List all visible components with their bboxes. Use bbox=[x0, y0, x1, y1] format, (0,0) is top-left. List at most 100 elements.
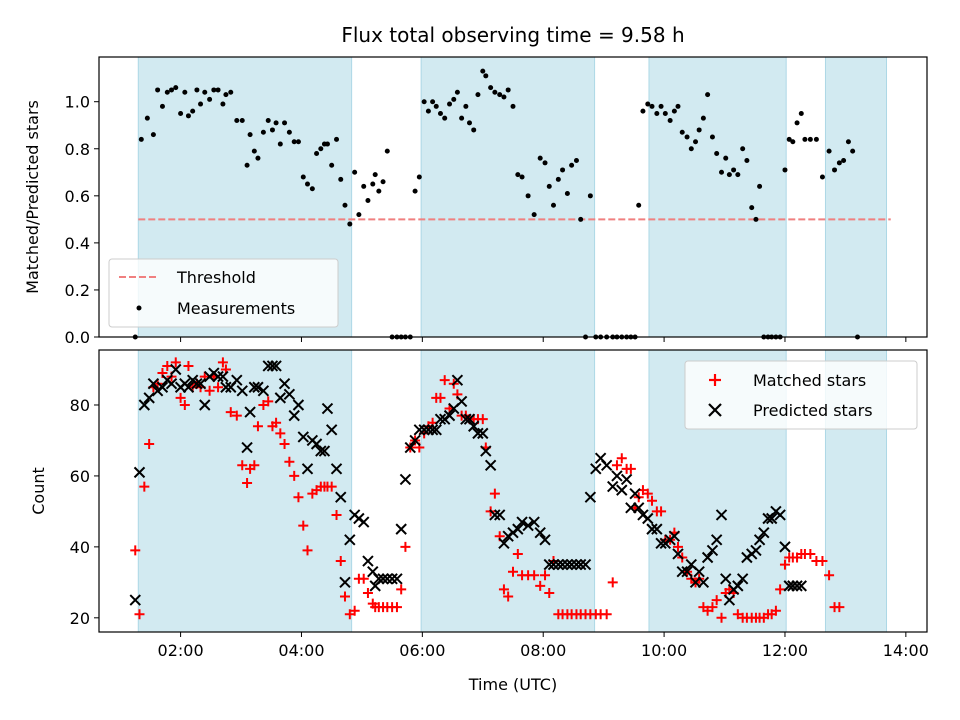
predicted-stars-point bbox=[463, 413, 476, 425]
measurement-point bbox=[365, 198, 371, 204]
measurement-point bbox=[291, 139, 297, 145]
measurement-point bbox=[832, 167, 838, 173]
measurement-point bbox=[515, 172, 521, 178]
measurement-point bbox=[700, 115, 706, 121]
x-tick-label: 12:00 bbox=[762, 641, 808, 660]
measurement-point bbox=[542, 160, 548, 166]
matched-stars-point bbox=[213, 382, 224, 393]
matched-stars-point bbox=[144, 439, 155, 449]
predicted-stars-point bbox=[672, 548, 684, 560]
matched-stars-point bbox=[711, 595, 722, 606]
matched-stars-point bbox=[439, 375, 450, 386]
predicted-stars-point bbox=[138, 399, 151, 411]
measurement-point bbox=[684, 134, 690, 140]
measurement-point bbox=[384, 148, 390, 154]
predicted-stars-point bbox=[297, 431, 309, 443]
measurement-point bbox=[138, 136, 144, 142]
predicted-stars-point bbox=[399, 473, 412, 486]
measurement-point bbox=[178, 110, 184, 116]
matched-legend-label: Matched stars bbox=[753, 371, 866, 390]
matched-stars-point bbox=[130, 545, 141, 556]
predicted-stars-point bbox=[325, 424, 338, 436]
predicted-stars-point bbox=[252, 381, 264, 393]
predicted-stars-point bbox=[574, 558, 587, 571]
measurement-point bbox=[305, 181, 311, 187]
measurement-point bbox=[459, 115, 465, 121]
predicted-stars-point bbox=[288, 409, 300, 422]
measurement-point bbox=[850, 148, 856, 154]
predicted-stars-point bbox=[321, 402, 334, 415]
matched-stars-point bbox=[249, 460, 260, 471]
measurement-point bbox=[430, 99, 436, 105]
predicted-stars-point bbox=[147, 377, 160, 390]
measurement-point bbox=[433, 103, 439, 109]
observing-window-band bbox=[648, 56, 787, 338]
matched-stars-point bbox=[512, 548, 523, 559]
predicted-stars-point bbox=[241, 441, 253, 454]
measurement-point bbox=[578, 216, 584, 222]
predicted-stars-point bbox=[472, 427, 484, 440]
predicted-stars-point bbox=[236, 385, 248, 397]
measurement-point bbox=[265, 118, 271, 124]
measurement-point bbox=[334, 136, 340, 142]
matched-stars-point bbox=[770, 605, 781, 616]
y-tick-label: 20 bbox=[70, 609, 90, 628]
predicted-stars-point bbox=[676, 565, 688, 578]
count-panel: 02:00 04:00 06:00 08:00 10:00 12:00 14:00 20 40… bbox=[29, 349, 929, 660]
matched-stars-point bbox=[535, 580, 546, 591]
measurement-point bbox=[510, 103, 516, 109]
measurement-point bbox=[519, 174, 525, 180]
predicted-stars-point bbox=[194, 377, 207, 390]
measurement-point bbox=[370, 181, 376, 187]
measurement-point bbox=[525, 193, 531, 199]
measurement-point bbox=[454, 89, 460, 95]
predicted-stars-point bbox=[534, 526, 546, 539]
predicted-stars-point bbox=[774, 509, 786, 521]
matched-stars-point bbox=[162, 360, 173, 371]
predicted-stars-point bbox=[231, 374, 243, 386]
matched-stars-point bbox=[625, 463, 636, 474]
predicted-stars-point bbox=[315, 445, 327, 457]
measurement-point bbox=[675, 103, 681, 109]
predicted-stars-point bbox=[607, 480, 619, 493]
predicted-stars-point bbox=[217, 370, 229, 383]
ratio-y-axis-label: Matched/Predicted stars bbox=[23, 100, 42, 294]
measurements-legend-label: Measurements bbox=[177, 299, 295, 318]
measurement-point bbox=[277, 141, 283, 147]
measurement-point bbox=[295, 139, 301, 145]
measurement-point bbox=[447, 101, 453, 107]
measurement-point bbox=[488, 85, 494, 91]
measurement-point bbox=[826, 148, 832, 154]
measurement-point bbox=[421, 99, 427, 105]
measurement-point bbox=[416, 174, 422, 180]
measurement-point bbox=[282, 120, 288, 126]
matched-stars-point bbox=[204, 385, 215, 396]
measurement-point bbox=[693, 139, 699, 145]
matched-stars-point bbox=[263, 396, 274, 407]
predicted-stars-point bbox=[528, 516, 540, 528]
predicted-stars-point bbox=[301, 463, 314, 475]
x-tick-label: 10:00 bbox=[641, 641, 687, 660]
predicted-stars-point bbox=[270, 360, 282, 372]
predicted-stars-point bbox=[701, 551, 714, 564]
predicted-stars-point bbox=[590, 463, 602, 475]
matched-stars-point bbox=[349, 605, 360, 616]
measurement-point bbox=[185, 113, 191, 119]
measurement-point bbox=[269, 127, 275, 133]
predicted-stars-point bbox=[455, 395, 468, 408]
measurement-point bbox=[173, 85, 179, 91]
predicted-stars-point bbox=[443, 409, 456, 422]
predicted-stars-point bbox=[468, 420, 480, 432]
measurement-point bbox=[841, 158, 847, 164]
measurement-point bbox=[412, 188, 418, 194]
predicted-stars-point bbox=[451, 374, 464, 386]
threshold-legend-label: Threshold bbox=[176, 268, 256, 287]
measurements-legend-marker bbox=[136, 305, 142, 311]
measurement-point bbox=[372, 172, 378, 178]
predicted-stars-point bbox=[620, 473, 633, 486]
matched-stars-point bbox=[396, 584, 407, 595]
matched-stars-point bbox=[339, 591, 350, 602]
predicted-stars-point bbox=[129, 594, 141, 606]
measurement-point bbox=[198, 101, 204, 107]
